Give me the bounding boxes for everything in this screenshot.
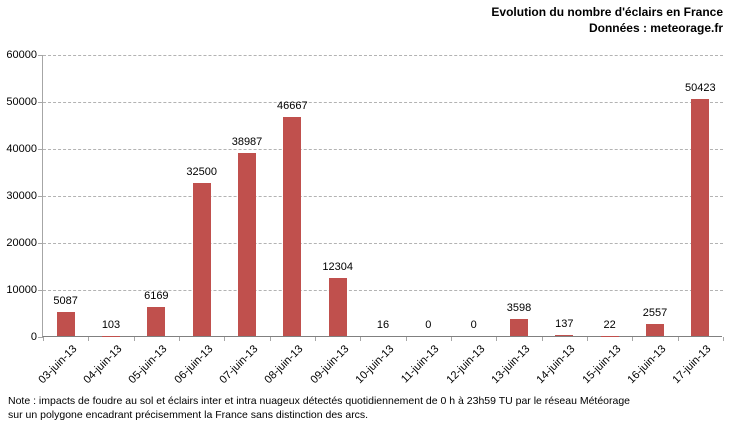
x-axis-tick — [541, 337, 543, 341]
chart-subtitle: Données : meteorage.fr — [588, 21, 723, 35]
x-axis-tick — [496, 337, 498, 341]
bar-value-label: 38987 — [231, 135, 263, 148]
x-axis-label: 12-juin-13 — [444, 343, 488, 387]
x-axis-tick — [315, 337, 316, 341]
y-axis-tick — [38, 290, 43, 291]
x-axis-label: 16-juin-13 — [625, 343, 669, 387]
x-axis-tick — [269, 337, 271, 341]
chart-title: Evolution du nombre d'éclairs en France — [491, 5, 723, 19]
bar-value-label: 6169 — [144, 290, 169, 303]
bar — [691, 99, 710, 336]
bar — [147, 307, 166, 336]
x-axis-label: 04-juin-13 — [81, 343, 125, 387]
x-axis-tick — [133, 337, 135, 341]
x-axis-tick — [632, 337, 634, 341]
x-axis-label: 10-juin-13 — [353, 343, 397, 387]
y-axis-tick — [38, 149, 43, 150]
gridline — [43, 243, 723, 244]
bar-value-label: 22 — [603, 318, 616, 331]
footnote-line-1: Note : impacts de foudre au sol et éclai… — [8, 395, 631, 407]
x-axis-tick — [451, 337, 452, 341]
y-axis-tick — [38, 337, 43, 338]
bar-value-label: 32500 — [186, 166, 217, 179]
x-axis-label: 05-juin-13 — [126, 343, 170, 387]
y-axis-tick — [38, 55, 43, 56]
x-axis-label: 03-juin-13 — [36, 343, 80, 387]
y-axis-tick — [38, 102, 43, 103]
y-axis-label: 40000 — [6, 143, 37, 155]
gridline — [43, 149, 723, 150]
x-axis-label: 15-juin-13 — [580, 343, 624, 387]
y-axis-label: 60000 — [6, 49, 37, 61]
plot-area: 0 10000 20000 30000 40000 50000 60000 5087 03-ju… — [6, 49, 724, 386]
y-axis-label: 50000 — [6, 96, 37, 108]
x-axis-label: 08-juin-13 — [262, 343, 306, 387]
gridline — [43, 290, 723, 291]
bar-value-label: 137 — [555, 318, 574, 331]
x-axis-tick — [360, 337, 362, 341]
bar-value-label: 0 — [425, 319, 432, 331]
gridline — [43, 196, 723, 197]
x-axis-label: 13-juin-13 — [489, 343, 533, 387]
x-axis-tick — [405, 337, 407, 341]
bar — [283, 116, 302, 336]
bar-value-label: 0 — [470, 319, 477, 331]
bar-value-label: 16 — [376, 318, 390, 331]
x-axis-tick — [677, 337, 679, 341]
footnote-line-2: sur un polygone encadrant précisemment l… — [8, 409, 369, 421]
y-axis-tick — [38, 243, 43, 244]
x-axis-label: 17-juin-13 — [670, 343, 714, 387]
y-axis-label: 20000 — [6, 237, 37, 249]
footnote: Note : impacts de foudre au sol et éclai… — [8, 394, 630, 422]
bar-value-label: 2557 — [642, 306, 668, 319]
bar — [646, 323, 664, 336]
bar-value-label: 3598 — [506, 302, 532, 315]
gridline — [43, 102, 723, 103]
bar-value-label: 50423 — [685, 82, 716, 95]
bar-value-label: 12304 — [322, 261, 353, 274]
bar-value-label: 46667 — [277, 99, 308, 112]
x-axis-label: 06-juin-13 — [172, 343, 216, 387]
bar — [510, 319, 528, 336]
x-axis-label: 07-juin-13 — [217, 343, 261, 387]
x-axis-tick — [587, 337, 588, 341]
y-axis-tick — [38, 196, 43, 197]
bar — [56, 312, 75, 336]
x-axis-label: 09-juin-13 — [308, 343, 352, 387]
x-axis-tick — [88, 337, 90, 341]
y-axis-label: 30000 — [6, 190, 37, 202]
chart-header: Evolution du nombre d'éclairs en France … — [491, 4, 723, 36]
bar — [328, 278, 347, 336]
bar — [192, 183, 211, 336]
bar — [238, 152, 256, 336]
x-axis-label: 11-juin-13 — [399, 343, 442, 386]
bar-value-label: 103 — [101, 318, 121, 331]
y-axis-label: 10000 — [6, 284, 37, 296]
bar — [555, 335, 574, 336]
x-axis-label: 14-juin-13 — [534, 343, 578, 387]
x-axis-tick — [224, 337, 226, 341]
bar-value-label: 5087 — [53, 295, 78, 308]
x-axis-tick — [43, 337, 44, 341]
x-axis-tick — [723, 337, 724, 341]
y-axis-label: 0 — [30, 331, 37, 343]
gridline — [43, 55, 723, 56]
x-axis-tick — [179, 337, 180, 341]
